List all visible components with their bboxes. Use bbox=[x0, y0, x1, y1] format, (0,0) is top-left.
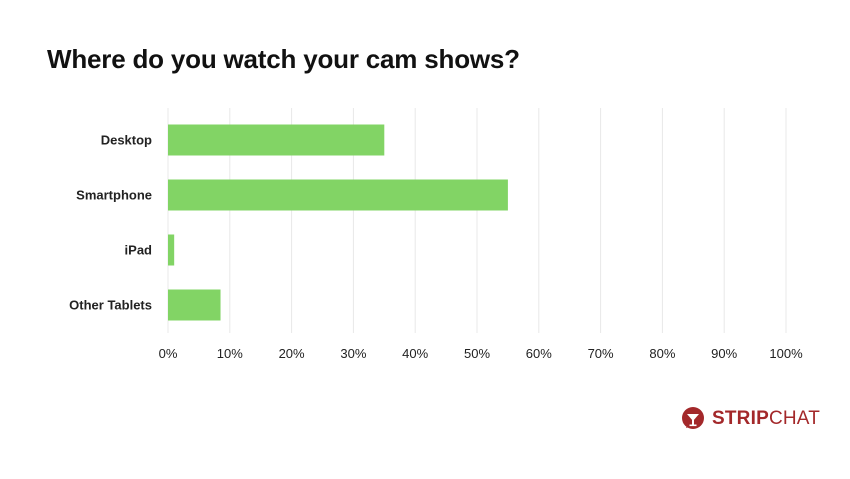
bar-smartphone bbox=[168, 179, 508, 211]
stripchat-logo-icon bbox=[682, 407, 704, 429]
category-label: Desktop bbox=[101, 133, 152, 148]
bar-desktop bbox=[168, 124, 385, 156]
chart-title: Where do you watch your cam shows? bbox=[47, 44, 520, 74]
x-tick-label: 80% bbox=[649, 346, 675, 361]
x-tick-label: 50% bbox=[464, 346, 490, 361]
stripchat-brand: STRIPCHAT bbox=[680, 405, 820, 433]
category-labels: Desktop Smartphone iPad Other Tablets bbox=[69, 133, 152, 313]
stripchat-wordmark: STRIPCHAT bbox=[712, 408, 820, 430]
brand-name-light: CHAT bbox=[768, 408, 821, 429]
x-tick-label: 0% bbox=[159, 346, 178, 361]
x-tick-label: 20% bbox=[279, 346, 305, 361]
x-tick-label: 40% bbox=[402, 346, 428, 361]
category-label: iPad bbox=[125, 243, 153, 258]
x-tick-label: 60% bbox=[526, 346, 552, 361]
x-tick-label: 70% bbox=[588, 346, 614, 361]
bar-other-tablets bbox=[168, 289, 221, 321]
x-tick-label: 100% bbox=[769, 346, 803, 361]
x-tick-label: 90% bbox=[711, 346, 737, 361]
category-label: Smartphone bbox=[76, 188, 152, 203]
brand-name-strong: STRIP bbox=[712, 408, 769, 429]
x-tick-labels: 0% 10% 20% 30% 40% 50% 60% 70% 80% 90% 100% bbox=[159, 346, 803, 361]
bars bbox=[168, 124, 508, 321]
x-tick-label: 30% bbox=[340, 346, 366, 361]
x-tick-label: 10% bbox=[217, 346, 243, 361]
category-label: Other Tablets bbox=[69, 298, 152, 313]
bar-ipad bbox=[168, 234, 175, 266]
